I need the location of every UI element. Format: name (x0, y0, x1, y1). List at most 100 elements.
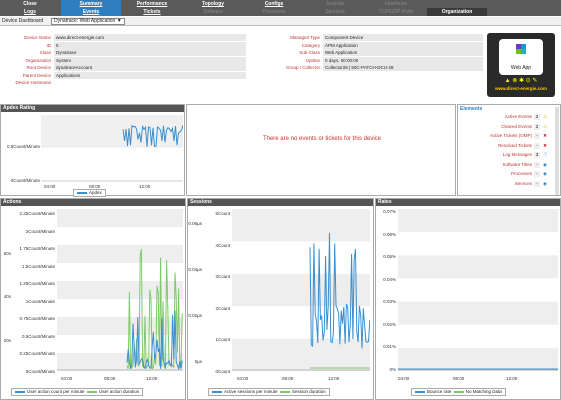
info-value: APM Application (323, 41, 483, 49)
element-label[interactable]: Cleared Events (501, 123, 532, 129)
y-axis-label: 0.25Count/Minute (19, 351, 55, 356)
element-status-icon[interactable]: ◉ (543, 171, 547, 176)
apdex-y-label: 0.5Count/Minute (6, 144, 40, 149)
grid-band (398, 209, 558, 233)
sessions-x-label: 04:00 (237, 376, 249, 381)
element-label[interactable]: Active Tickets (OMP) (489, 133, 532, 138)
legend-label: User action duration (99, 389, 140, 394)
info-label: Root Device (26, 65, 51, 70)
y2-axis-label: 20s (3, 338, 11, 343)
info-label: ID (46, 42, 52, 48)
grid-band (57, 245, 183, 263)
device-logo: Web App ▲ ⊗ ✱ ⊙ ✎ www.direct-energie.com (487, 33, 555, 97)
sessions-legend[interactable]: Active sessions per minute Session durat… (208, 388, 330, 396)
rates-legend[interactable]: Bounce rate No Matching Data (411, 388, 506, 396)
sessions-x-label: 08:00 (282, 376, 294, 381)
rates-x-label: 12:00 (506, 376, 518, 381)
info-row: Sub-Class Web Application (250, 49, 485, 56)
element-label[interactable]: Software Titles (502, 161, 532, 167)
y-axis-label: 1.75Count/Minute (19, 246, 55, 251)
legend-label: Apdex (89, 190, 102, 195)
tab-performance[interactable]: Performance (136, 1, 168, 7)
tab-software[interactable]: Software (203, 9, 223, 15)
tab-bar-top (0, 0, 561, 8)
element-status-icon[interactable]: ✖ (543, 133, 547, 138)
tab-configs[interactable]: Configs (264, 1, 284, 7)
legend-label: User action count per minute (27, 389, 85, 394)
tab-journals[interactable]: Journals (325, 1, 345, 7)
element-label[interactable]: Processes (510, 171, 532, 176)
info-label: Organization (25, 57, 51, 63)
tab-logs[interactable]: Logs (24, 9, 36, 15)
info-value: Collector28 | 50C-PATCH-DCU-28 (323, 64, 483, 71)
info-row: Managed Type Component Device (250, 34, 485, 41)
info-value: www.direct-energie.com (54, 34, 246, 41)
y2-axis-label: 0.04µs (188, 267, 202, 272)
legend-swatch (15, 390, 25, 393)
tab-events[interactable]: Events (61, 8, 121, 16)
element-status-icon[interactable]: 📄 (542, 152, 548, 157)
dashboard-select[interactable]: Dynatrace: Web Application ▼ (51, 18, 125, 25)
info-row: Root Device dynatraceAccount (0, 64, 250, 71)
info-row: Uptime 0 days, 00:00:00 (250, 56, 485, 64)
element-label[interactable]: Resolved Tickets (497, 142, 532, 148)
actions-x-label: 12:00 (146, 376, 158, 381)
y-axis-label: 1Count/Minute (25, 298, 55, 304)
grid-band (398, 301, 558, 325)
tab-interfaces[interactable]: Interfaces (385, 1, 407, 7)
tab-processes[interactable]: Processes (262, 9, 286, 15)
grid-band (232, 273, 370, 307)
info-row: ID 5 (0, 41, 250, 49)
info-row: Device Name www.direct-energie.com (0, 34, 250, 41)
info-row: Parent Device Applications (0, 71, 250, 79)
rates-x-label: 08:00 (453, 376, 465, 381)
y2-axis-label: 0.02µs (188, 313, 202, 318)
elements-scrollbar[interactable] (555, 107, 559, 195)
actions-x-label: 08:00 (104, 376, 116, 381)
legend-label: Session duration (292, 389, 326, 394)
tab-topology[interactable]: Topology (201, 1, 225, 7)
element-label[interactable]: Active Events (504, 114, 532, 119)
y-axis-label: 2.25Count/Minute (19, 211, 55, 216)
dashboard-label: Device Dashboard (2, 18, 44, 24)
status-icons[interactable]: ▲ ⊗ ✱ ⊙ ✎ (504, 78, 538, 84)
tab-services[interactable]: Services (325, 9, 345, 15)
y-axis-label: 0.04% (383, 276, 396, 282)
grid-band (57, 317, 183, 335)
info-label: Device Name (23, 35, 51, 40)
element-status-icon[interactable]: ⚠ (542, 123, 548, 129)
tab-close[interactable]: Close (23, 1, 37, 7)
element-status-icon[interactable]: ⚠ (542, 114, 548, 119)
grid-band (232, 209, 370, 242)
element-label[interactable]: Services (514, 180, 532, 186)
actions-chart (57, 209, 183, 371)
element-status-icon[interactable]: ◉ (543, 161, 547, 167)
info-label: Uptime (305, 57, 320, 63)
apdex-legend[interactable]: Apdex (73, 189, 106, 197)
legend-swatch (212, 390, 222, 393)
y-axis-label: 0.01% (383, 344, 396, 349)
element-status-icon[interactable]: ◉ (543, 180, 547, 186)
apdex-series-line (122, 124, 183, 148)
grid-band (398, 347, 558, 371)
element-label[interactable]: Log Messages (502, 152, 532, 157)
rates-title: Rates (376, 199, 560, 206)
y2-axis-label: 0µs (194, 359, 202, 364)
sessions-title: Sessions (188, 199, 373, 206)
tab-tickets[interactable]: Tickets (143, 9, 161, 15)
apdex-y-label: 0Count/Minute (10, 178, 40, 183)
logo-title: Web App (510, 65, 532, 71)
info-row: Device Hostname (0, 79, 250, 86)
tab-summary[interactable]: Summary (61, 0, 121, 8)
tab-bar-bottom (0, 8, 561, 16)
tab-organization[interactable]: Organization (427, 8, 487, 16)
tab-tcp-udp-ports[interactable]: TCP/UDP Ports (378, 9, 414, 15)
info-label: Device Hostname (15, 80, 51, 85)
device-info-panel: Device Name www.direct-energie.com ID 5 Clas… (0, 29, 561, 99)
element-status-icon[interactable]: ✖ (543, 142, 547, 148)
info-label: Parent Device (22, 72, 51, 78)
rates-panel: Rates 0.07% 0.06% 0.05% 0.04% 0.03% 0.02% 0.01… (375, 198, 561, 400)
info-label: Group / Collector (285, 65, 320, 70)
actions-legend[interactable]: User action count per minute User action… (11, 388, 144, 396)
info-value: Dynatrace (54, 49, 246, 56)
